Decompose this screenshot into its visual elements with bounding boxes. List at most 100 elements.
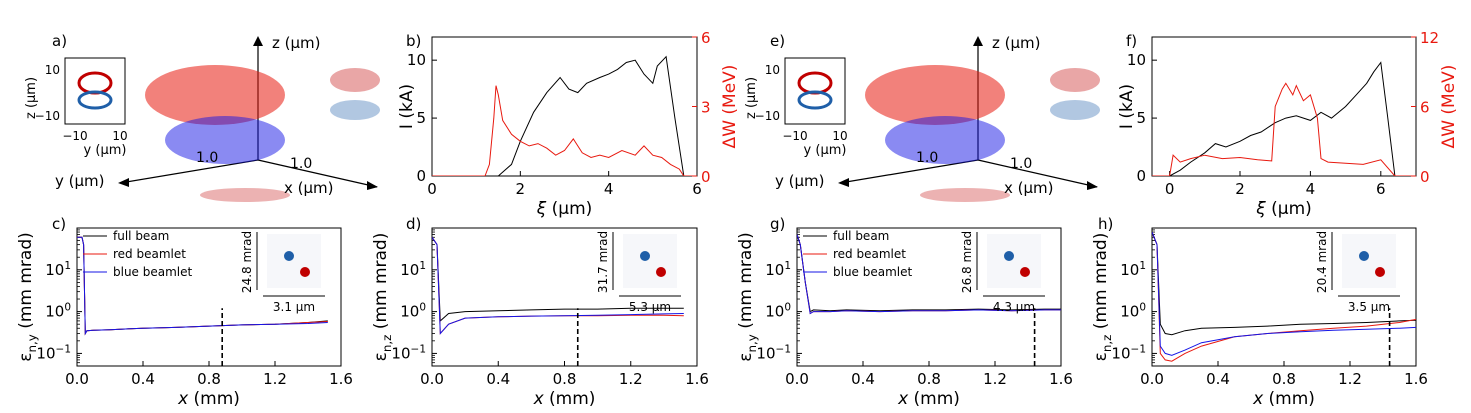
inset-ylabel: z (μm) bbox=[744, 77, 759, 119]
inset-background bbox=[987, 234, 1041, 288]
x-tick-label: 0.8 bbox=[553, 370, 577, 388]
y-tick-label: 10−1 bbox=[36, 343, 71, 362]
y-axis-label: εn,y (mm mrad) bbox=[736, 232, 759, 362]
x-axis-label: x (mm) bbox=[177, 389, 240, 409]
y-right-axis-label: ΔW (MeV) bbox=[1439, 65, 1459, 149]
inset-ytick: 10 bbox=[765, 63, 780, 77]
x-tick-label: 0.0 bbox=[785, 370, 809, 388]
inset-vertical-scale-label: 26.8 mrad bbox=[960, 231, 974, 293]
x-axis3d bbox=[257, 159, 378, 188]
inset-blue-ring bbox=[797, 90, 833, 110]
y-tick-label: 5 bbox=[1136, 109, 1146, 127]
x-tick-label: 4 bbox=[604, 180, 614, 198]
panel-g: g) 0.0 0.4 0.8 1.2 1.6 101 100 10−1 x (mm) εn,y (m… bbox=[736, 215, 1073, 409]
series-group bbox=[797, 234, 1061, 315]
inset-background bbox=[267, 234, 321, 288]
y-tick-label: 5 bbox=[416, 109, 426, 127]
x-tick-label: 1.6 bbox=[329, 370, 353, 388]
panel-label: a) bbox=[52, 32, 67, 50]
series-group bbox=[432, 237, 684, 335]
y-tick-label: 10−1 bbox=[756, 343, 791, 362]
projection-bottom bbox=[920, 188, 1010, 202]
y-right-tick-label: 0 bbox=[701, 168, 711, 186]
series-group bbox=[77, 236, 328, 336]
projection-blue bbox=[1050, 100, 1100, 120]
inset-xlabel: y (μm) bbox=[804, 143, 847, 158]
y-arrow bbox=[838, 178, 849, 187]
x-tick-label: 0 bbox=[427, 180, 437, 198]
x-tick-label: 1.0 bbox=[290, 156, 312, 172]
series-line-red bbox=[432, 85, 697, 176]
blue-beamlet-spot bbox=[640, 251, 650, 261]
x-axis-label: x (mm) bbox=[533, 389, 596, 409]
legend-entry: full beam bbox=[113, 229, 169, 243]
series-line-blue bbox=[797, 234, 1061, 315]
x-tick-label: 1.6 bbox=[685, 370, 709, 388]
y-axis-label: y (μm) bbox=[55, 172, 105, 190]
panel-c: c) 0.0 0.4 0.8 1.2 1.6 101 100 10−1 x (mm) εn,y (m… bbox=[16, 215, 353, 409]
x-tick-label: 0.0 bbox=[65, 370, 89, 388]
y-tick-label: 0 bbox=[1136, 167, 1146, 185]
x-tick-label: 2 bbox=[1235, 180, 1245, 198]
y-axis-label: I (kA) bbox=[1117, 84, 1137, 129]
series-line-black bbox=[1152, 231, 1416, 336]
y-right-tick-label: 0 bbox=[1420, 168, 1430, 186]
inset-vertical-scale-label: 31.7 mrad bbox=[596, 231, 610, 293]
x-tick-label: 0.8 bbox=[197, 370, 221, 388]
series-line-red bbox=[1152, 231, 1416, 362]
z-axis-label: z (μm) bbox=[272, 34, 321, 52]
red-beamlet-cloud bbox=[145, 65, 285, 125]
y-right-axis-label: ΔW (MeV) bbox=[720, 65, 740, 149]
panel-label: g) bbox=[770, 215, 785, 233]
inset-background bbox=[623, 234, 677, 288]
x-tick-label: 1.2 bbox=[263, 370, 287, 388]
panel-label: d) bbox=[406, 215, 421, 233]
series-line-blue bbox=[1152, 231, 1416, 356]
inset-xtick: 10 bbox=[832, 129, 847, 143]
y-tick-label: 1.0 bbox=[196, 150, 218, 166]
x-tick-label: 0 bbox=[1165, 180, 1175, 198]
legend-entry: blue beamlet bbox=[113, 265, 193, 279]
series-group bbox=[1152, 61, 1416, 176]
y-right-tick-label: 3 bbox=[701, 99, 711, 117]
projection-red bbox=[330, 68, 380, 92]
y-right-tick-label: 6 bbox=[701, 29, 711, 47]
y-tick-label: 10−1 bbox=[391, 343, 426, 362]
panel-label: e) bbox=[770, 32, 785, 50]
legend-entry: full beam bbox=[833, 229, 889, 243]
x-tick-label: 0.4 bbox=[131, 370, 155, 388]
panel-label: f) bbox=[1126, 32, 1137, 50]
x-tick-label: 1.6 bbox=[1404, 370, 1428, 388]
inset-background bbox=[1342, 234, 1396, 288]
legend-entry: red beamlet bbox=[113, 247, 186, 261]
x-tick-label: 0.0 bbox=[1140, 370, 1164, 388]
panel-label: b) bbox=[406, 32, 421, 50]
series-group bbox=[1152, 231, 1416, 362]
panel-label: h) bbox=[1098, 215, 1113, 233]
x-tick-label: 0.4 bbox=[1206, 370, 1230, 388]
y-arrow bbox=[118, 178, 129, 187]
x-arrow bbox=[1087, 181, 1098, 190]
z-axis-label: z (μm) bbox=[992, 34, 1041, 52]
x-tick-label: 6 bbox=[692, 180, 702, 198]
red-beamlet-spot bbox=[1375, 267, 1385, 277]
z-arrow bbox=[253, 36, 263, 46]
y-tick-label: 10 bbox=[407, 51, 426, 69]
y-right-tick-label: 6 bbox=[1420, 99, 1430, 117]
inset-vertical-scale-label: 24.8 mrad bbox=[240, 231, 254, 293]
inset-beam-image bbox=[1342, 234, 1396, 288]
x-tick-label: 1.2 bbox=[619, 370, 643, 388]
inset-blue-ring bbox=[77, 90, 113, 110]
inset-ytick: −10 bbox=[755, 109, 780, 123]
x-tick-label: 0.8 bbox=[917, 370, 941, 388]
blue-beamlet-cloud bbox=[165, 116, 285, 164]
blue-beamlet-spot bbox=[284, 251, 294, 261]
inset-ytick: 10 bbox=[45, 63, 60, 77]
inset-horizontal-scale-label: 3.1 μm bbox=[273, 300, 315, 314]
series-line-red bbox=[1152, 82, 1416, 176]
series-line-blue bbox=[432, 237, 684, 335]
x-axis-label: x (μm) bbox=[284, 179, 334, 197]
x-tick-label: 0.4 bbox=[851, 370, 875, 388]
